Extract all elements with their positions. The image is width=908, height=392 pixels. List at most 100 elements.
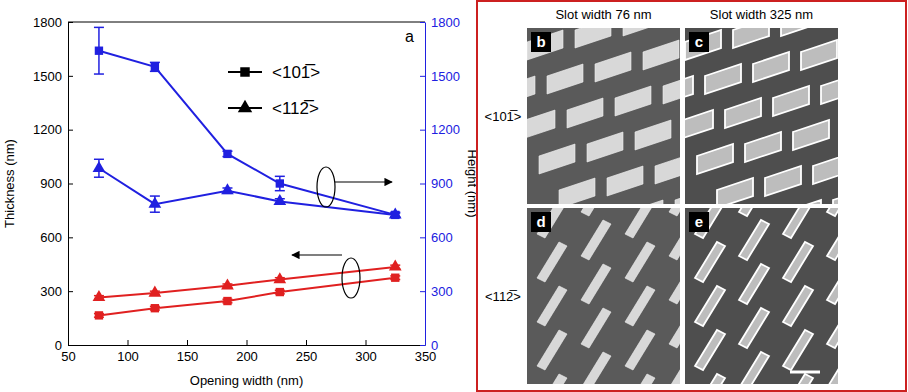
y2-axis: 0300600900120015001800 — [420, 15, 460, 353]
x-tick-mark — [366, 340, 367, 345]
sem-feature — [527, 110, 555, 140]
x-axis-title: Opening width (nm) — [190, 373, 303, 388]
sem-feature — [783, 242, 813, 282]
error-bar — [275, 176, 285, 190]
y-tick: 1500 — [33, 68, 73, 83]
sem-feature — [527, 30, 563, 60]
sem-feature — [539, 144, 575, 174]
image-label-box — [689, 212, 709, 232]
x-tick: 150 — [177, 340, 199, 364]
annotation-arrow — [335, 181, 392, 182]
sem-feature — [793, 120, 829, 150]
x-tick-label: 300 — [355, 349, 377, 364]
y-tick: 600 — [40, 230, 73, 245]
x-axis-line — [69, 345, 426, 346]
legend-item: <112̅> — [228, 99, 319, 118]
error-bar-cap — [275, 190, 285, 192]
x-tick-label: 150 — [177, 349, 199, 364]
y-tick: 0 — [55, 338, 73, 353]
y2-tick: 1800 — [420, 15, 460, 30]
legend: <101̅> <112̅> — [228, 63, 320, 118]
y2-tick-label: 600 — [431, 230, 453, 245]
y2-tick: 600 — [420, 230, 453, 245]
sem-feature — [607, 166, 643, 196]
sem-feature — [537, 374, 567, 384]
x-tick: 100 — [117, 340, 139, 364]
legend-marker — [238, 100, 252, 112]
sem-feature — [537, 286, 567, 326]
y2-tick-label: 300 — [431, 284, 453, 299]
sem-feature — [559, 178, 595, 204]
sem-feature — [547, 64, 583, 94]
sem-feature — [813, 154, 838, 184]
sem-feature — [675, 188, 680, 204]
y2-tick-mark — [420, 184, 425, 185]
y2-tick-label: 0 — [431, 338, 438, 353]
panel-label: a — [405, 28, 414, 45]
sem-feature — [697, 144, 733, 174]
annotation-ellipse — [342, 258, 360, 298]
image-label: d — [536, 213, 545, 230]
y-tick: 1200 — [33, 122, 73, 137]
sem-feature — [821, 74, 838, 104]
sem-feature — [625, 208, 655, 238]
sem-feature — [537, 330, 567, 370]
y2-axis-line — [425, 23, 426, 346]
legend-label: <101̅> — [272, 63, 320, 82]
sem-feature — [783, 374, 813, 384]
sem-feature — [695, 330, 725, 370]
x-tick: 200 — [236, 340, 258, 364]
y-axis: 0 300 600 900 1200 1500 1800 — [33, 15, 73, 353]
sem-feature — [685, 30, 721, 60]
sem-feature — [783, 286, 813, 326]
sem-feature — [801, 40, 837, 70]
sem-feature — [695, 242, 725, 282]
y2-tick-label: 1200 — [431, 122, 460, 137]
sem-feature — [685, 76, 693, 106]
sem-feature — [581, 352, 611, 384]
y-tick-label: 1500 — [33, 68, 62, 83]
sem-feature — [587, 132, 623, 162]
image-label-box — [689, 32, 709, 52]
sem-feature — [739, 208, 769, 216]
y-tick-mark — [68, 76, 73, 77]
data-point — [149, 286, 162, 297]
y-tick-label: 300 — [40, 284, 62, 299]
image-label-box — [531, 32, 551, 52]
y2-tick-mark — [420, 345, 425, 346]
sem-feature — [827, 308, 838, 348]
sem-feature — [781, 28, 817, 36]
plot-marks — [93, 27, 402, 319]
sem-image — [685, 208, 838, 384]
y2-tick-label: 900 — [431, 176, 453, 191]
image-label-box — [531, 212, 551, 232]
x-tick-mark — [306, 340, 307, 345]
sem-feature — [537, 208, 567, 238]
data-point — [223, 150, 231, 158]
sem-feature — [581, 220, 611, 260]
y-tick-label: 0 — [55, 338, 62, 353]
y2-tick: 900 — [420, 176, 453, 191]
y-axis-title: Thickness (nm) — [2, 139, 17, 228]
y-tick-mark — [68, 184, 73, 185]
data-point — [273, 272, 286, 283]
data-point — [149, 197, 162, 208]
sem-feature — [725, 98, 761, 128]
sem-feature — [827, 352, 838, 384]
sem-feature — [753, 52, 789, 82]
y-tick: 300 — [40, 284, 73, 299]
error-bar-cap — [94, 176, 104, 178]
sem-feature — [705, 64, 741, 94]
sem-feature — [581, 308, 611, 348]
sem-feature — [615, 86, 651, 116]
scale-bar — [790, 371, 820, 374]
sem-feature — [581, 264, 611, 304]
y-tick-label: 1800 — [33, 15, 62, 30]
data-point — [151, 304, 159, 312]
sem-feature — [695, 374, 725, 384]
y-tick-mark — [68, 130, 73, 131]
y-tick-label: 900 — [40, 176, 62, 191]
error-bar — [94, 27, 104, 74]
sem-feature — [739, 308, 769, 348]
sem-image — [527, 28, 680, 204]
